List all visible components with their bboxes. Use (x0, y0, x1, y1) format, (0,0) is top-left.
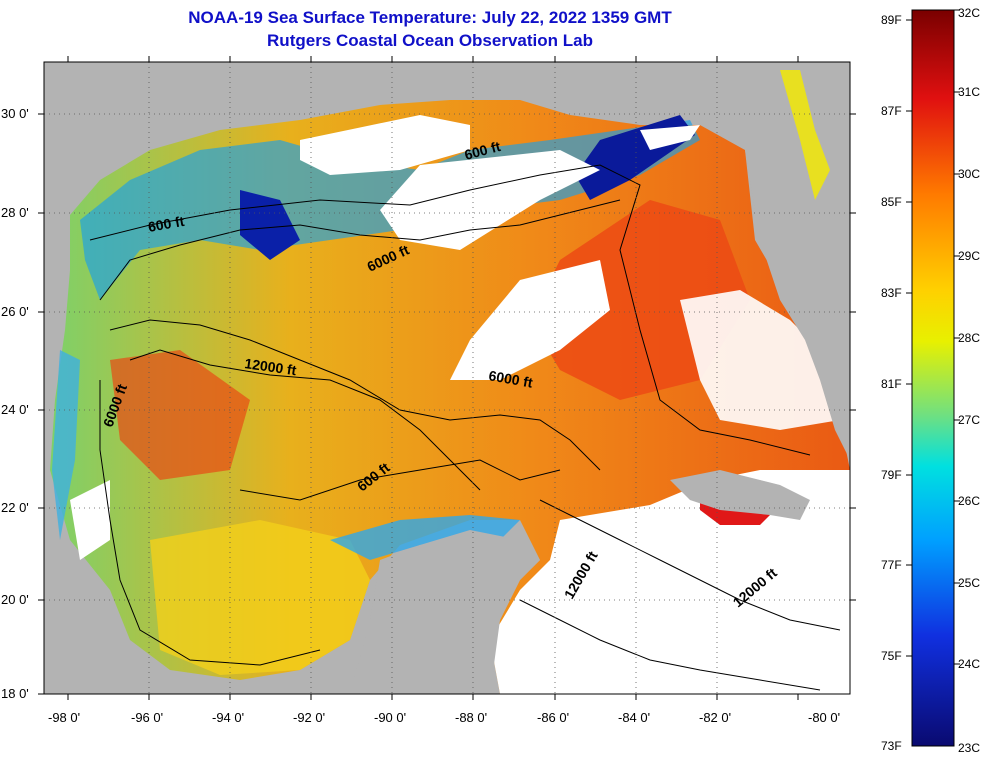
map-area (44, 62, 850, 694)
lat-label: 30 0' (1, 106, 29, 121)
colorbar-f-label: 81F (881, 377, 902, 391)
colorbar-c-label: 27C (958, 413, 980, 427)
colorbar-c-label: 31C (958, 85, 980, 99)
lon-label: -98 0' (48, 710, 80, 725)
colorbar-c-label: 24C (958, 657, 980, 671)
map-subtitle: Rutgers Coastal Ocean Observation Lab (267, 31, 593, 50)
cloud-cover (70, 115, 850, 694)
southern-shelf (150, 520, 370, 675)
map-border (43, 61, 851, 695)
contour-label-600: 600 ft (147, 213, 186, 235)
contour-label-6000: 6000 ft (487, 367, 534, 391)
colorbar-c-label: 25C (958, 576, 980, 590)
colorbar-c-label: 29C (958, 249, 980, 263)
bathymetry-contours (89, 164, 841, 691)
campeche-cold-band (330, 515, 520, 560)
lon-label: -86 0' (537, 710, 569, 725)
lat-label: 26 0' (1, 304, 29, 319)
lat-label: 22 0' (1, 500, 29, 515)
colorbar-f-label: 89F (881, 13, 902, 27)
colorbar-fahrenheit-labels: 89F 87F 85F 83F 81F 79F 77F 75F 73F (881, 13, 902, 753)
warm-west-patch (110, 350, 250, 480)
colorbar-c-label: 28C (958, 331, 980, 345)
colorbar (911, 9, 955, 747)
colorbar-c-label: 23C (958, 741, 980, 755)
lat-label: 28 0' (1, 205, 29, 220)
lat-label: 20 0' (1, 592, 29, 607)
cuba-land (670, 470, 810, 520)
colorbar-f-label: 73F (881, 739, 902, 753)
colorbar-c-label: 30C (958, 167, 980, 181)
graticule (44, 62, 850, 694)
florida-coast-warm (780, 70, 830, 200)
colorbar-f-label: 79F (881, 468, 902, 482)
lon-label: -80 0' (808, 710, 840, 725)
map-title: NOAA-19 Sea Surface Temperature: July 22… (188, 8, 672, 27)
yucatan-land (350, 530, 540, 694)
lat-label: 24 0' (1, 402, 29, 417)
colorbar-f-label: 75F (881, 649, 902, 663)
colorbar-f-label: 83F (881, 286, 902, 300)
colorbar-celsius-labels: 32C 31C 30C 29C 28C 27C 26C 25C 24C 23C (958, 6, 980, 755)
western-coast-band (52, 350, 80, 540)
contour-label-12000: 12000 ft (244, 355, 298, 378)
lon-label: -82 0' (699, 710, 731, 725)
colorbar-c-label: 32C (958, 6, 980, 20)
lon-label: -84 0' (618, 710, 650, 725)
lat-label: 18 0' (1, 686, 29, 701)
longitude-labels: -98 0' -96 0' -94 0' -92 0' -90 0' -88 0… (48, 710, 840, 725)
lon-label: -92 0' (293, 710, 325, 725)
colorbar-ticks (906, 9, 960, 665)
latitude-labels: 30 0' 28 0' 26 0' 24 0' 22 0' 20 0' 18 0… (1, 106, 29, 701)
colorbar-c-label: 26C (958, 494, 980, 508)
lon-label: -88 0' (455, 710, 487, 725)
colorbar-f-label: 77F (881, 558, 902, 572)
colorbar-f-label: 87F (881, 104, 902, 118)
axis-ticks (38, 56, 856, 700)
lon-label: -96 0' (131, 710, 163, 725)
lon-label: -94 0' (212, 710, 244, 725)
colorbar-f-label: 85F (881, 195, 902, 209)
lon-label: -90 0' (374, 710, 406, 725)
